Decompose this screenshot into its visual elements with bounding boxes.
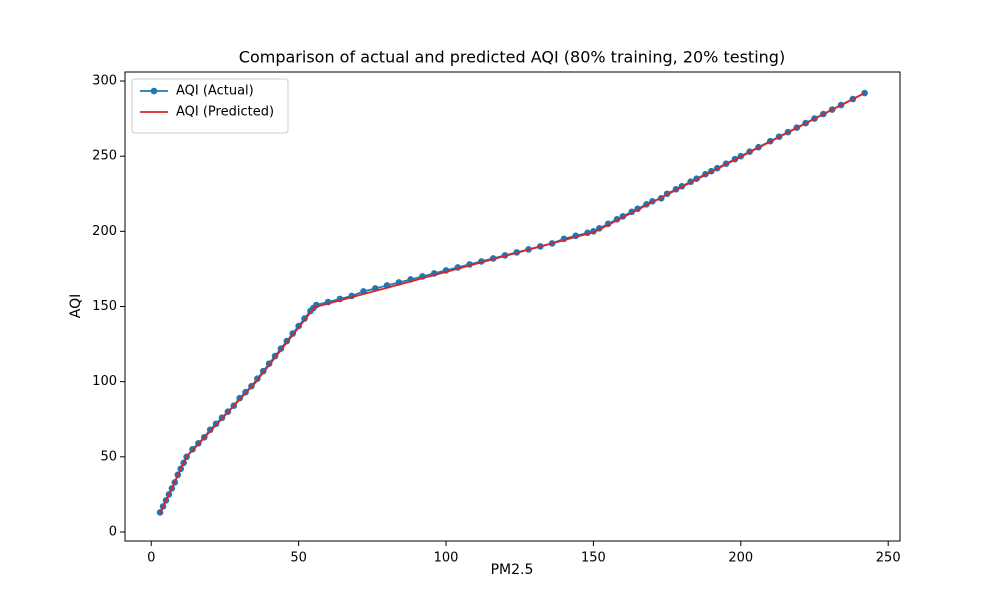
y-tick-label: 0 [109,524,117,539]
y-tick-label: 150 [92,299,117,314]
legend-label: AQI (Predicted) [176,105,274,120]
y-tick-label: 100 [92,374,117,389]
legend-marker [150,87,158,95]
chart-title: Comparison of actual and predicted AQI (… [239,48,785,67]
series [159,92,866,514]
data-point [206,426,214,434]
y-tick-label: 250 [92,149,117,164]
series-line [159,92,866,514]
x-tick-label: 50 [290,551,307,566]
plot-frame [124,71,901,542]
x-tick-label: 200 [728,551,753,566]
x-tick-label: 150 [581,551,606,566]
y-tick-label: 300 [92,74,117,89]
y-axis-label: AQI [68,294,84,318]
legend: AQI (Actual) AQI (Predicted) [131,78,289,134]
y-tick-label: 50 [100,449,117,464]
y-tick-label: 200 [92,224,117,239]
data-point [861,89,868,97]
series-line [159,92,866,513]
x-axis-label: PM2.5 [491,562,534,578]
x-tick-label: 100 [434,551,459,566]
legend-box [131,78,289,134]
series [156,89,868,516]
x-tick-label: 0 [147,551,155,566]
legend-label: AQI (Actual) [176,84,254,99]
x-tick-label: 250 [876,551,901,566]
